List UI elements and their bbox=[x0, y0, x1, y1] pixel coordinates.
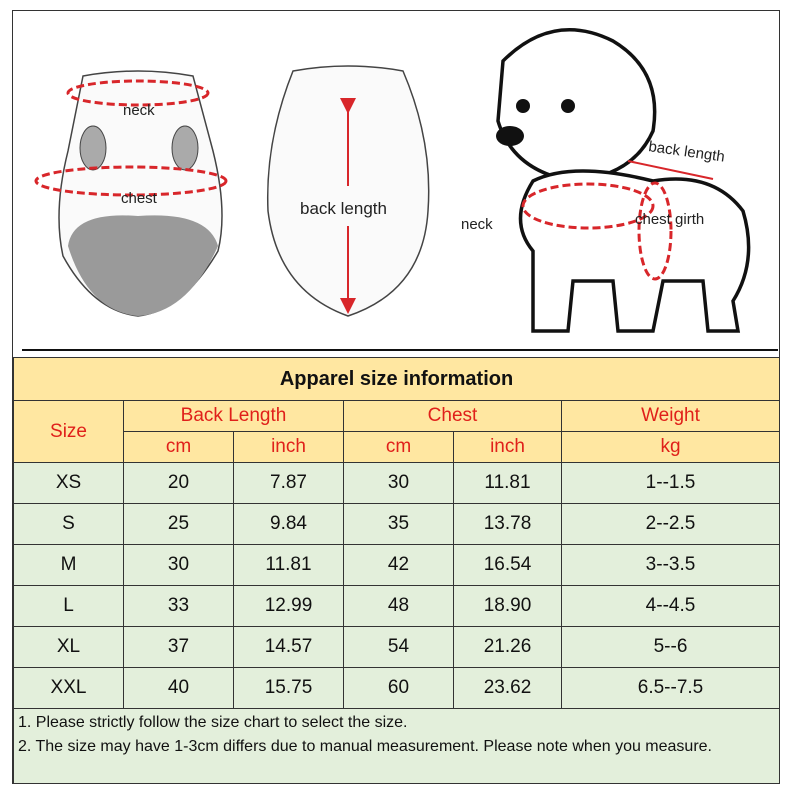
header-size: Size bbox=[13, 400, 124, 463]
table-cell: 9.84 bbox=[233, 503, 344, 545]
vest-back-illustration: back length bbox=[266, 65, 430, 317]
table-row: XXL 40 15.75 60 23.62 6.5--7.5 bbox=[13, 667, 780, 709]
vest-front-illustration: neck chest bbox=[34, 70, 228, 317]
outer-border bbox=[12, 10, 780, 784]
dog-illustration: back length neck chest girth bbox=[461, 28, 751, 333]
note-1: 1. Please strictly follow the size chart… bbox=[18, 714, 408, 731]
table-cell: L bbox=[13, 585, 124, 627]
unit-cm: cm bbox=[343, 431, 454, 463]
header-chest: Chest bbox=[343, 400, 562, 432]
table-cell: 37 bbox=[123, 626, 234, 668]
table-cell: 42 bbox=[343, 544, 454, 586]
table-cell: 30 bbox=[123, 544, 234, 586]
back-length-label: back length bbox=[300, 199, 387, 218]
table-cell: 35 bbox=[343, 503, 454, 545]
divider bbox=[22, 349, 778, 351]
table-cell: 14.57 bbox=[233, 626, 344, 668]
table-cell: XS bbox=[13, 462, 124, 504]
table-cell: 33 bbox=[123, 585, 234, 627]
table-cell: 4--4.5 bbox=[561, 585, 780, 627]
table-cell: 7.87 bbox=[233, 462, 344, 504]
table-cell: 11.81 bbox=[233, 544, 344, 586]
unit-cm: cm bbox=[123, 431, 234, 463]
table-cell: 23.62 bbox=[453, 667, 562, 709]
table-cell: 1--1.5 bbox=[561, 462, 780, 504]
table-row: XL 37 14.57 54 21.26 5--6 bbox=[13, 626, 780, 668]
table-row: L 33 12.99 48 18.90 4--4.5 bbox=[13, 585, 780, 627]
dog-chest-girth-label: chest girth bbox=[635, 211, 704, 228]
table-row: M 30 11.81 42 16.54 3--3.5 bbox=[13, 544, 780, 586]
table-cell: 21.26 bbox=[453, 626, 562, 668]
illustrations: neck chest back length back length neck … bbox=[34, 28, 751, 333]
header-back-length: Back Length bbox=[123, 400, 344, 432]
table-row: XS 20 7.87 30 11.81 1--1.5 bbox=[13, 462, 780, 504]
table-cell: 54 bbox=[343, 626, 454, 668]
unit-inch: inch bbox=[233, 431, 344, 463]
table-cell: 48 bbox=[343, 585, 454, 627]
header-weight: Weight bbox=[561, 400, 780, 432]
table-cell: 6.5--7.5 bbox=[561, 667, 780, 709]
table-cell: 18.90 bbox=[453, 585, 562, 627]
table-cell: 12.99 bbox=[233, 585, 344, 627]
table-cell: 5--6 bbox=[561, 626, 780, 668]
table-cell: 2--2.5 bbox=[561, 503, 780, 545]
table-cell: 20 bbox=[123, 462, 234, 504]
table-cell: XL bbox=[13, 626, 124, 668]
table-title: Apparel size information bbox=[13, 357, 780, 401]
table-cell: 15.75 bbox=[233, 667, 344, 709]
table-cell: 60 bbox=[343, 667, 454, 709]
table-cell: S bbox=[13, 503, 124, 545]
dog-back-length-label: back length bbox=[647, 138, 725, 166]
notes: 1. Please strictly follow the size chart… bbox=[13, 708, 780, 784]
table-cell: 3--3.5 bbox=[561, 544, 780, 586]
size-table: Apparel size information Size Back Lengt… bbox=[13, 357, 780, 784]
chest-label: chest bbox=[121, 190, 158, 207]
unit-inch: inch bbox=[453, 431, 562, 463]
table-cell: M bbox=[13, 544, 124, 586]
table-cell: 25 bbox=[123, 503, 234, 545]
table-cell: XXL bbox=[13, 667, 124, 709]
table-cell: 30 bbox=[343, 462, 454, 504]
table-cell: 11.81 bbox=[453, 462, 562, 504]
unit-kg: kg bbox=[561, 431, 780, 463]
table-cell: 16.54 bbox=[453, 544, 562, 586]
dog-neck-label: neck bbox=[461, 216, 493, 233]
note-2: 2. The size may have 1-3cm differs due t… bbox=[18, 738, 712, 755]
table-cell: 13.78 bbox=[453, 503, 562, 545]
table-cell: 40 bbox=[123, 667, 234, 709]
table-row: S 25 9.84 35 13.78 2--2.5 bbox=[13, 503, 780, 545]
neck-label: neck bbox=[123, 102, 155, 119]
